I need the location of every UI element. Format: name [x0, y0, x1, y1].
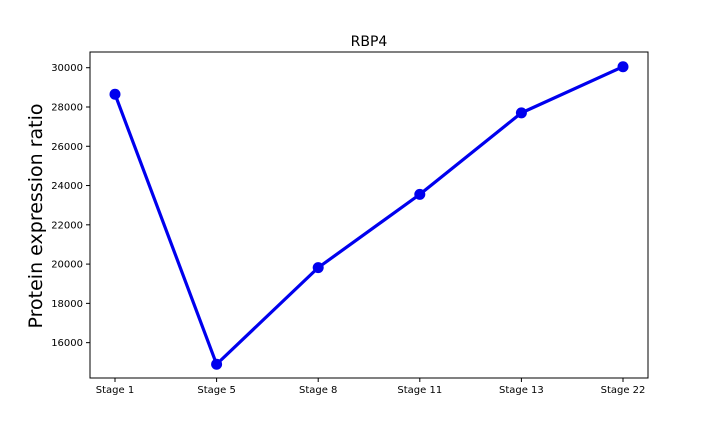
y-axis: 16000 18000 20000 22000 24000 26000 28000 30000	[51, 63, 90, 349]
y-tick-label: 18000	[51, 299, 83, 310]
y-tick-label: 30000	[51, 63, 83, 74]
data-point	[617, 61, 629, 73]
x-axis: Stage 1 Stage 5 Stage 8 Stage 11 Stage 13 Sta…	[96, 378, 646, 396]
data-point	[515, 107, 527, 119]
plot-area	[89, 51, 649, 379]
y-tick-label: 26000	[51, 142, 83, 153]
x-tick-label: Stage 8	[299, 385, 337, 396]
data-point	[211, 358, 223, 370]
y-tick-label: 20000	[51, 260, 83, 271]
series-group	[109, 61, 629, 370]
chart-title: RBP4	[351, 34, 388, 50]
data-point	[312, 262, 324, 274]
data-point	[109, 88, 121, 100]
x-tick-label: Stage 5	[197, 385, 235, 396]
x-tick-label: Stage 13	[499, 385, 544, 396]
x-tick-label: Stage 1	[96, 385, 134, 396]
data-point	[414, 188, 426, 200]
y-tick-label: 24000	[51, 181, 83, 192]
x-tick-label: Stage 22	[601, 385, 646, 396]
y-tick-label: 28000	[51, 102, 83, 113]
y-axis-label: Protein expression ratio	[25, 104, 47, 329]
series-line	[113, 65, 624, 366]
x-tick-label: Stage 11	[397, 385, 442, 396]
y-tick-label: 16000	[51, 338, 83, 349]
y-tick-label: 22000	[51, 220, 83, 231]
